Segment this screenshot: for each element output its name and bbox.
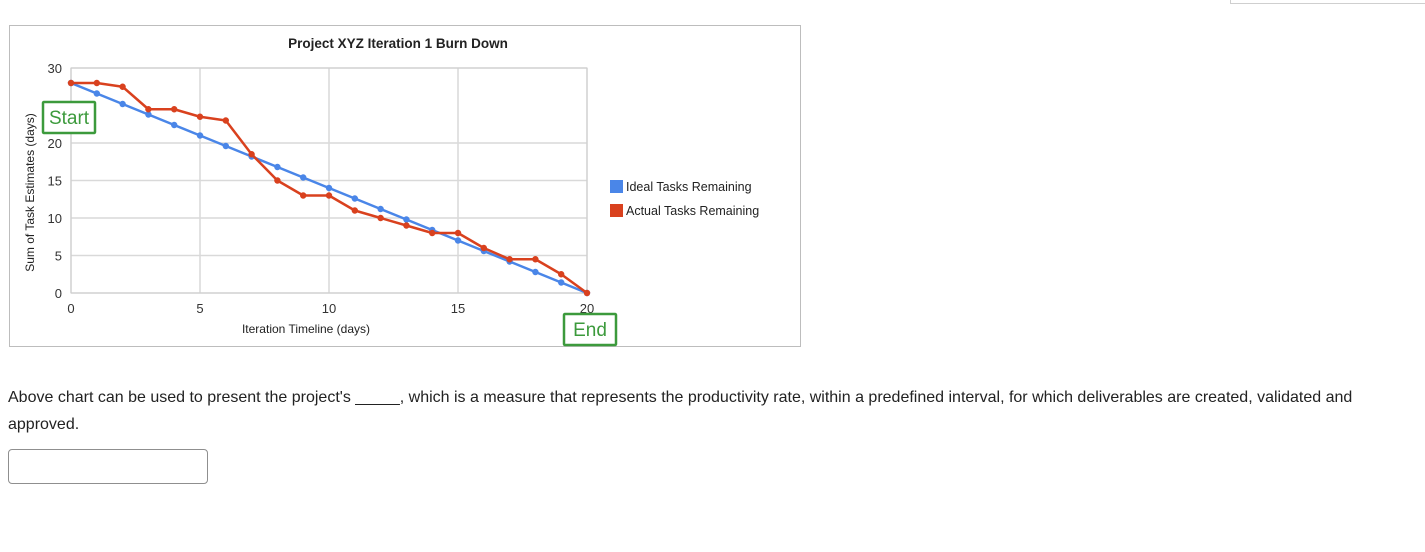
x-tick-label: 5 <box>196 301 203 316</box>
data-point <box>377 214 384 222</box>
y-tick-label: 0 <box>55 286 62 301</box>
data-point <box>558 271 565 278</box>
y-tick-label: 20 <box>48 136 62 151</box>
chart-title: Project XYZ Iteration 1 Burn Down <box>288 36 508 51</box>
y-axis-label: Sum of Task Estimates (days) <box>23 113 37 272</box>
legend-swatch <box>610 204 623 217</box>
y-tick-label: 15 <box>48 174 62 189</box>
x-tick-label: 10 <box>322 301 336 316</box>
data-point <box>532 256 539 263</box>
legend-label: Actual Tasks Remaining <box>626 204 759 218</box>
data-point <box>351 195 358 202</box>
data-point <box>583 289 591 297</box>
data-point <box>171 121 178 129</box>
data-point <box>119 100 126 108</box>
data-point <box>67 79 75 87</box>
data-point <box>196 113 204 120</box>
end-callout-box <box>562 312 618 347</box>
end-callout-text: End <box>573 320 607 341</box>
y-tick-label: 30 <box>48 61 62 76</box>
data-point <box>196 132 204 139</box>
data-point <box>300 174 307 181</box>
data-point <box>325 192 333 199</box>
y-tick-label: 10 <box>48 211 62 226</box>
start-callout-box <box>41 100 97 135</box>
data-point <box>145 111 152 118</box>
data-point <box>248 151 255 158</box>
data-point <box>506 256 513 263</box>
chart-canvas: 0 5 10 15 20 0 5 10 15 20 30 Project XYZ Iteration … <box>23 36 759 347</box>
x-tick-label: 0 <box>67 301 74 316</box>
top-divider <box>1230 0 1425 4</box>
data-point <box>403 216 410 223</box>
data-point <box>532 268 539 276</box>
data-point <box>222 117 229 124</box>
burn-down-chart: 0 5 10 15 20 0 5 10 15 20 30 Project XYZ Iteration … <box>9 25 801 347</box>
legend-swatch <box>610 180 623 193</box>
start-callout-text: Start <box>49 108 90 129</box>
data-point <box>171 106 178 113</box>
legend-label: Ideal Tasks Remaining <box>626 180 752 194</box>
data-point <box>222 142 229 150</box>
question-text: Above chart can be used to present the p… <box>8 389 1353 433</box>
plot-border <box>70 67 588 294</box>
data-point <box>351 207 358 214</box>
answer-input[interactable] <box>8 449 208 484</box>
y-tick-label: 5 <box>55 249 62 264</box>
data-point <box>274 177 281 184</box>
x-axis-label: Iteration Timeline (days) <box>242 322 370 336</box>
data-point <box>93 90 101 97</box>
data-point <box>454 237 462 244</box>
data-point <box>93 79 101 87</box>
data-point <box>145 106 152 113</box>
data-point <box>480 244 487 252</box>
data-point <box>429 229 436 237</box>
data-point <box>558 279 565 286</box>
x-tick-label: 20 <box>580 301 594 316</box>
x-tick-label: 15 <box>451 301 465 316</box>
data-point <box>454 229 462 237</box>
data-point <box>325 184 333 192</box>
data-point <box>377 205 384 213</box>
data-point <box>300 192 307 199</box>
data-point <box>274 163 281 171</box>
data-point <box>403 222 410 229</box>
data-point <box>119 83 126 90</box>
